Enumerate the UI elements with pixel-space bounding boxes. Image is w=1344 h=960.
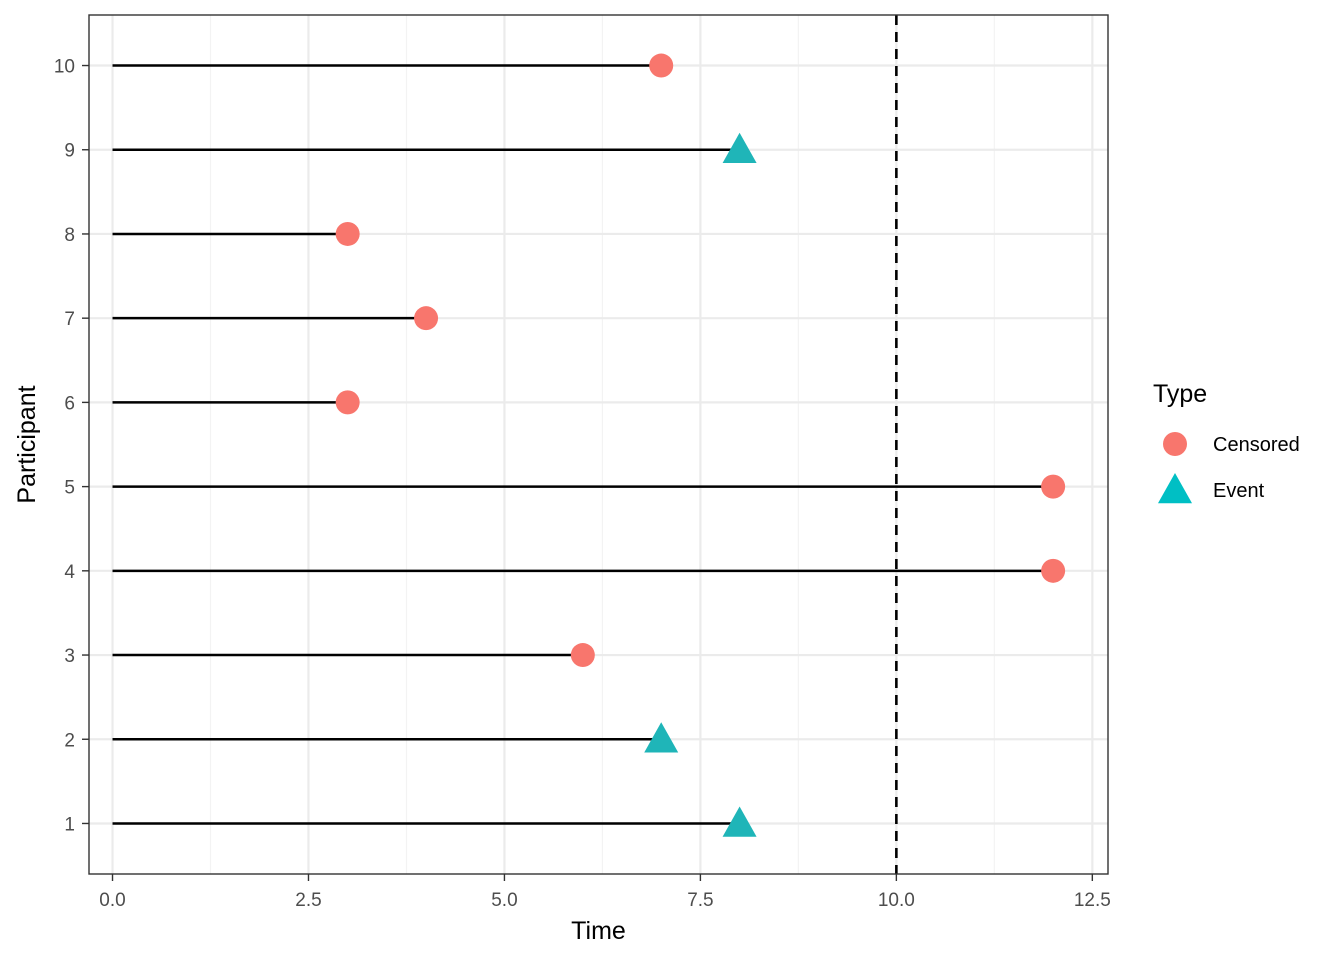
legend-label-censored: Censored [1213, 434, 1300, 456]
panel-border [88, 14, 1109, 875]
x-tick-label: 2.5 [295, 890, 321, 911]
censored-point-participant-6 [335, 390, 360, 415]
x-tick-label: 5.0 [491, 890, 517, 911]
censored-point-participant-10 [649, 53, 674, 78]
grid-lines [89, 15, 1108, 874]
legend-label-event: Event [1213, 480, 1265, 502]
censored-point-participant-4 [1041, 558, 1066, 583]
x-tick-label: 0.0 [99, 890, 125, 911]
points-group [335, 53, 1066, 837]
censored-point-participant-7 [414, 306, 439, 331]
censored-point-participant-3 [570, 643, 595, 668]
y-tick-label: 9 [64, 141, 75, 162]
legend: Type Censored Event [1153, 380, 1300, 504]
x-tick-label: 10.0 [878, 890, 915, 911]
segments-group [112, 64, 1054, 825]
y-tick-label: 1 [64, 814, 75, 835]
y-axis-title: Participant [13, 385, 41, 503]
event-point-participant-9 [722, 132, 757, 164]
legend-event-icon [1158, 473, 1192, 504]
y-tick-label: 8 [64, 225, 75, 246]
x-axis-title: Time [571, 917, 626, 945]
axes-group: 0.0 2.5 5.0 7.5 10.0 12.5 1 2 3 4 5 6 7 8 9 10 [54, 57, 1111, 911]
y-tick-label: 5 [64, 478, 75, 499]
y-tick-label: 2 [64, 730, 75, 751]
y-tick-label: 4 [64, 562, 75, 583]
legend-title: Type [1153, 380, 1207, 408]
event-point-participant-1 [722, 806, 757, 837]
censored-point-participant-8 [335, 221, 360, 246]
legend-censored-icon [1163, 432, 1187, 456]
y-tick-label: 3 [64, 646, 75, 667]
x-tick-label: 7.5 [687, 890, 713, 911]
y-tick-label: 6 [64, 393, 75, 414]
x-tick-label: 12.5 [1074, 890, 1111, 911]
y-tick-label: 10 [54, 57, 75, 78]
censored-point-participant-5 [1041, 474, 1066, 499]
event-point-participant-2 [644, 722, 679, 753]
y-tick-label: 7 [64, 309, 75, 330]
